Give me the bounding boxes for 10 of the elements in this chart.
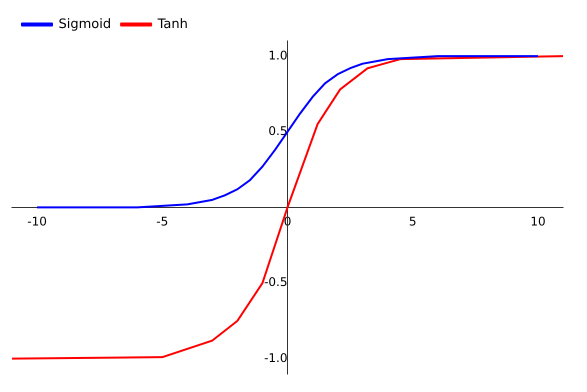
legend-label: Sigmoid [58,16,112,32]
y-tick-label: -0.5 [264,275,288,290]
x-tick-label: -5 [156,214,168,229]
y-tick-label: 1.0 [268,48,288,62]
y-tick-label: -1.0 [264,350,288,365]
x-tick-label: -10 [27,214,47,229]
legend-label: Tanh [156,16,188,32]
x-tick-label: 10 [530,214,546,229]
y-tick-label: 0.5 [268,124,288,138]
x-tick-label: 5 [408,214,417,229]
